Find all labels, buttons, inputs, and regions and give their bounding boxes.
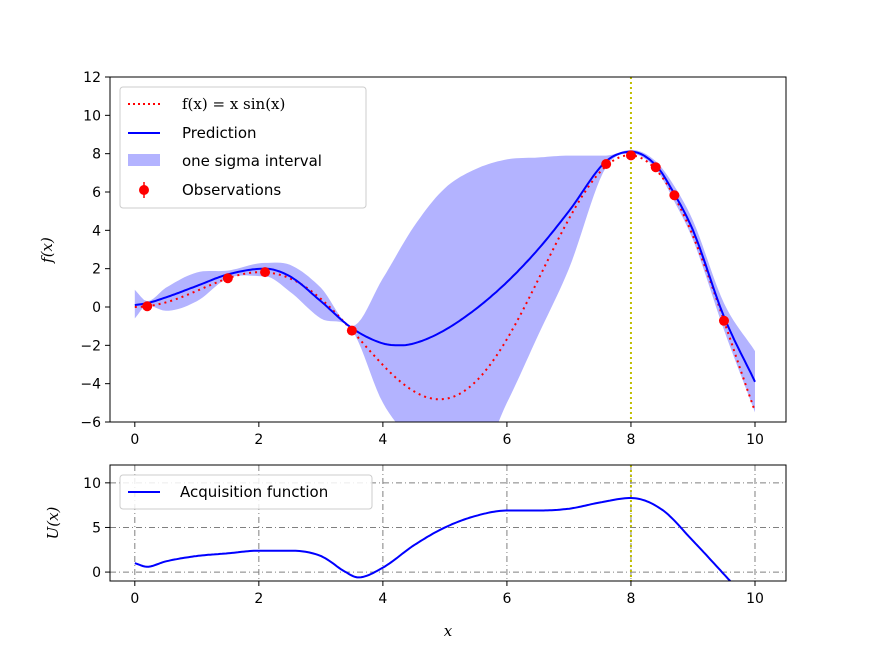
y-tick-label: 2 xyxy=(92,262,101,278)
y-tick-label: −4 xyxy=(80,377,101,393)
acq-plot-area xyxy=(110,465,786,581)
x-tick-label: 4 xyxy=(378,432,387,448)
y-tick-label: 12 xyxy=(83,70,101,86)
y-tick-label: −2 xyxy=(80,338,101,354)
x-tick-label: 2 xyxy=(254,591,263,607)
y-tick-label: 0 xyxy=(92,300,101,316)
observation-point xyxy=(650,162,661,173)
x-tick-label: 10 xyxy=(746,432,764,448)
x-tick-label: 4 xyxy=(378,591,387,607)
x-tick-label: 0 xyxy=(130,591,139,607)
observation-point xyxy=(718,315,729,326)
legend-prediction-label: Prediction xyxy=(182,124,257,142)
legend-acquisition-label: Acquisition function xyxy=(180,483,328,501)
observation-point xyxy=(669,190,680,201)
y-tick-label: 8 xyxy=(92,147,101,163)
x-tick-label: 6 xyxy=(502,591,511,607)
acq-xlabel: x xyxy=(444,622,453,640)
observation-point xyxy=(601,159,612,170)
x-tick-label: 8 xyxy=(626,591,635,607)
acq-ylabel: U(x) xyxy=(44,506,62,539)
x-tick-label: 0 xyxy=(130,432,139,448)
x-tick-label: 10 xyxy=(746,591,764,607)
prediction-line xyxy=(134,150,756,383)
legend-sigma-label: one sigma interval xyxy=(182,152,322,170)
y-tick-label: −6 xyxy=(80,415,101,431)
y-tick-label: 6 xyxy=(92,185,101,201)
legend-sigma-swatch xyxy=(128,154,160,166)
y-tick-label: 5 xyxy=(92,520,101,536)
legend-observations-marker xyxy=(139,185,149,195)
observation-point xyxy=(260,267,271,278)
sigma-band xyxy=(134,149,755,422)
main-axis-ticks: 0 2 4 6 8 10 −6 −4 −2 0 2 4 6 8 10 12 xyxy=(80,70,764,448)
y-tick-label: 0 xyxy=(92,565,101,581)
acq-axis-ticks: 0 2 4 6 8 10 0 5 10 xyxy=(83,476,764,607)
y-tick-label: 4 xyxy=(92,223,101,239)
observation-point xyxy=(222,273,233,284)
legend-observations-label: Observations xyxy=(182,181,281,199)
acq-plot-frame xyxy=(109,464,787,582)
observation-point xyxy=(625,150,636,161)
acq-legend-box xyxy=(119,474,373,510)
x-tick-label: 8 xyxy=(626,432,635,448)
main-legend: f(x) = x sin(x) Prediction one sigma int… xyxy=(119,86,367,209)
acquisition-line xyxy=(134,497,731,581)
legend-fx-label: f(x) = x sin(x) xyxy=(182,95,285,113)
x-tick-label: 6 xyxy=(502,432,511,448)
main-ylabel: f(x) xyxy=(38,237,56,264)
observation-point xyxy=(142,301,153,312)
x-tick-label: 2 xyxy=(254,432,263,448)
main-legend-box xyxy=(119,86,367,209)
acq-legend: Acquisition function xyxy=(119,474,373,510)
main-plot-area xyxy=(134,77,756,422)
y-tick-label: 10 xyxy=(83,476,101,492)
main-plot-frame xyxy=(109,76,787,423)
observation-point xyxy=(346,325,357,336)
y-tick-label: 10 xyxy=(83,108,101,124)
